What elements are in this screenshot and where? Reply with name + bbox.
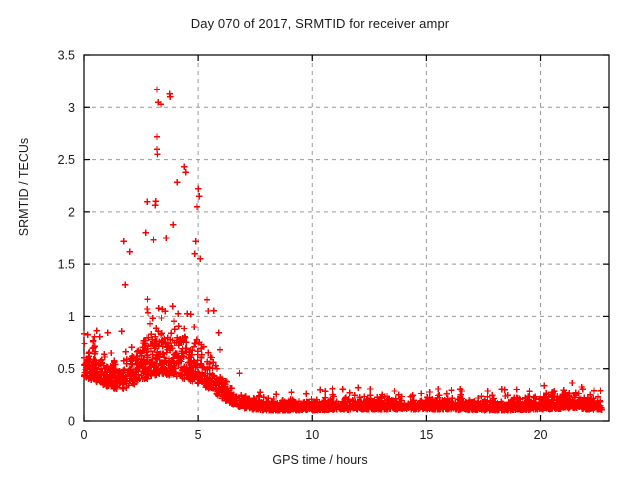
svg-text:3.5: 3.5: [58, 49, 75, 63]
svg-text:0.5: 0.5: [58, 362, 75, 376]
svg-text:2.5: 2.5: [58, 153, 75, 167]
svg-text:1: 1: [68, 310, 75, 324]
svg-text:20: 20: [534, 428, 548, 442]
svg-text:5: 5: [195, 428, 202, 442]
x-axis-label: GPS time / hours: [272, 453, 368, 467]
data-points: [80, 86, 605, 414]
page-title: Day 070 of 2017, SRMTID for receiver amp…: [190, 16, 450, 31]
axis-frame: [83, 54, 610, 422]
y-axis-label: SRMTID / TECUs: [17, 137, 31, 237]
svg-text:3: 3: [68, 101, 75, 115]
svg-text:15: 15: [419, 428, 433, 442]
axis-ticks: [83, 54, 609, 422]
svg-text:0: 0: [81, 428, 88, 442]
svg-text:1.5: 1.5: [58, 258, 75, 272]
svg-text:2: 2: [68, 205, 75, 219]
axis-tick-labels: 0 0.5 1 1.5 2 2.5 3 3.5 0 5 10 15 20: [58, 49, 548, 443]
svg-text:10: 10: [305, 428, 319, 442]
svg-text:0: 0: [68, 415, 75, 429]
